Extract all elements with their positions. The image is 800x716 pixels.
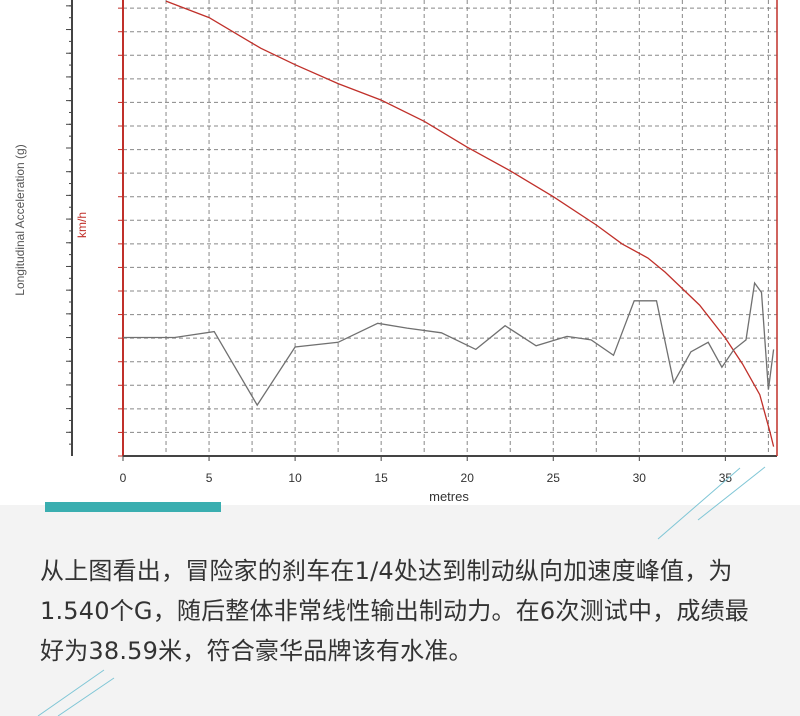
deco-line: [37, 669, 105, 716]
speed-tick-labels: [118, 7, 123, 457]
distance-tick-label: 35: [719, 471, 733, 485]
distance-tick-label: 10: [288, 471, 302, 485]
speed-series-line: [165, 0, 775, 447]
distance-tick-label: 0: [120, 471, 127, 485]
series-lines: [123, 0, 775, 447]
deco-line: [657, 467, 741, 540]
deco-line: [697, 466, 766, 521]
acceleration-tick-labels: [66, 5, 72, 445]
brake-test-chart: 0 5 10 15 20 25 30 35 Longitudinal Acceleration…: [13, 0, 778, 504]
speed-axis-label: km/h: [75, 212, 89, 238]
accent-bar: [45, 502, 221, 512]
acceleration-series-line: [123, 281, 775, 407]
distance-tick-label: 30: [633, 471, 647, 485]
deco-line: [57, 677, 115, 716]
distance-tick-label: 25: [547, 471, 561, 485]
distance-tick-label: 15: [374, 471, 388, 485]
caption-panel: [0, 505, 800, 716]
distance-tick-label: 20: [461, 471, 475, 485]
grid-lines: [123, 0, 777, 456]
distance-tick-label: 5: [206, 471, 213, 485]
distance-axis-label: metres: [429, 489, 469, 504]
distance-tick-labels: 0 5 10 15 20 25 30 35: [120, 456, 733, 485]
chart-panel: 0 5 10 15 20 25 30 35 Longitudinal Acceleration…: [13, 0, 778, 504]
axes: [71, 0, 778, 457]
acceleration-axis-label: Longitudinal Acceleration (g): [13, 144, 27, 295]
caption-text: 从上图看出，冒险家的刹车在1/4处达到制动纵向加速度峰值，为1.540个G，随后…: [40, 557, 749, 665]
